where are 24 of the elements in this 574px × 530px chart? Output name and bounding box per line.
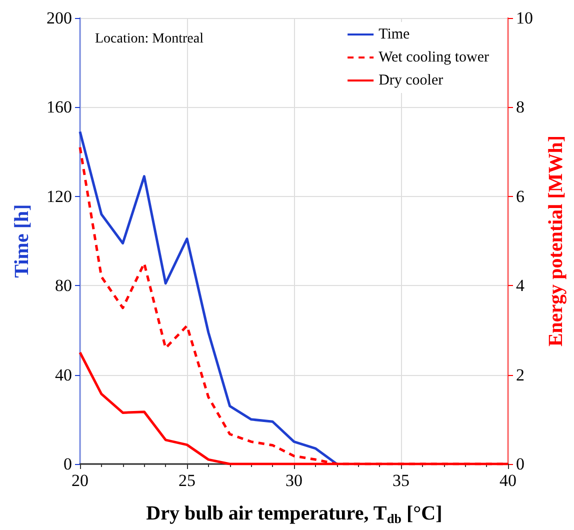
y-axis-title: Time [h] xyxy=(11,204,33,278)
y2-tick-label: 10 xyxy=(516,8,533,28)
y2-tick-label: 0 xyxy=(516,454,524,474)
y-tick-label: 80 xyxy=(55,276,72,296)
y2-tick-label: 8 xyxy=(516,98,524,117)
y-tick-label: 160 xyxy=(46,98,72,117)
annotation: Location: Montreal xyxy=(95,32,204,46)
legend-label: Dry cooler xyxy=(378,72,444,88)
line-series xyxy=(78,130,338,466)
x-tick-label: 20 xyxy=(72,471,88,490)
y2-tick-label: 2 xyxy=(516,365,524,384)
y-tick-label: 0 xyxy=(64,454,72,474)
y-tick-label: 200 xyxy=(46,8,72,28)
y-tick-label: 120 xyxy=(46,186,72,206)
x-tick-label: 25 xyxy=(178,471,196,490)
y2-tick-label: 4 xyxy=(516,276,525,296)
y-tick-label: 40 xyxy=(55,365,72,384)
x-tick-label: 35 xyxy=(392,471,410,490)
x-tick-label: 30 xyxy=(286,471,302,490)
x-tick-label: 40 xyxy=(500,471,516,490)
y2-tick-label: 6 xyxy=(516,186,524,206)
legend-label: Time xyxy=(378,26,410,42)
legend-label: Wet cooling tower xyxy=(378,50,490,66)
y2-axis-title: Energy potential [MWh] xyxy=(545,135,567,347)
